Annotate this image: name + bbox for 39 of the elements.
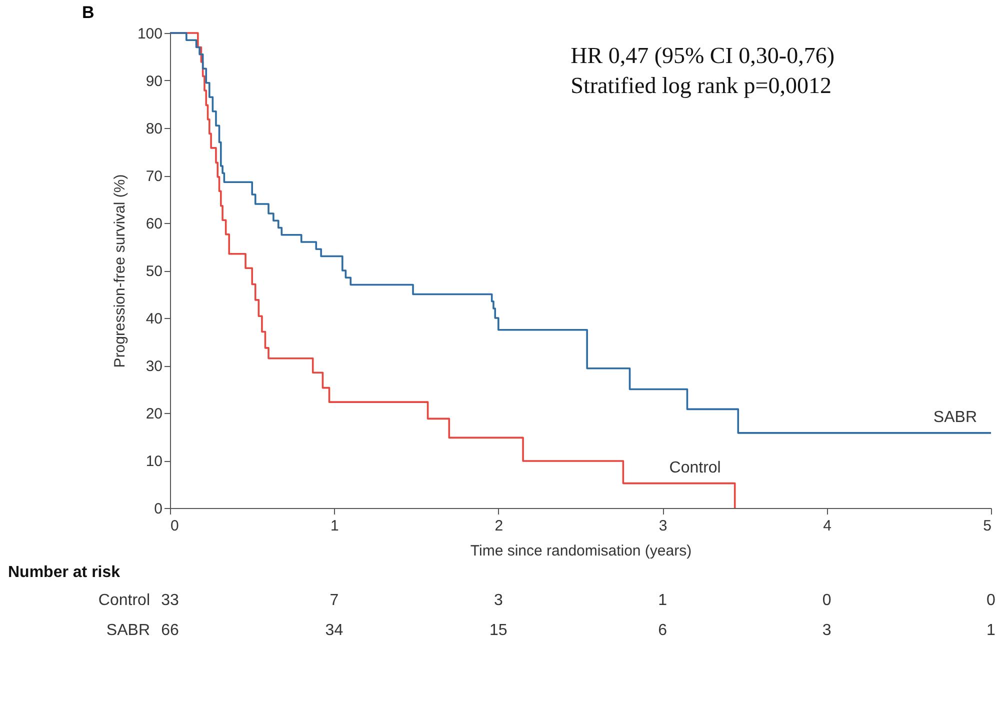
y-axis-title: Progression-free survival (%) — [111, 174, 128, 368]
y-tick-label: 30 — [146, 358, 162, 375]
text: 6 — [658, 622, 668, 639]
y-tick-label: 60 — [146, 216, 162, 232]
y-tick-label: 40 — [146, 310, 162, 328]
annotation: Stratified log rank p=0,0012 — [570, 73, 832, 98]
x-tick-label: 1 — [330, 518, 339, 534]
text: 0 — [822, 592, 832, 609]
y-tick-label: 80 — [146, 120, 162, 138]
series-label: Control — [669, 459, 721, 476]
text: 33 — [161, 592, 179, 609]
y-tick-label: 10 — [146, 453, 162, 470]
text: 3 — [822, 622, 832, 639]
y-tick-label: 20 — [146, 406, 162, 422]
x-tick-label: 4 — [823, 518, 832, 534]
text: 66 — [161, 622, 179, 639]
y-tick-label: 90 — [146, 73, 162, 90]
x-tick-label: 2 — [494, 518, 504, 534]
x-axis-title: Time since randomisation (years) — [470, 542, 692, 560]
y-tick-label: 100 — [137, 26, 162, 42]
y-tick-label: 0 — [154, 500, 162, 518]
y-tick-label: 50 — [146, 263, 162, 280]
chart-title: B — [82, 3, 94, 22]
x-tick-label: 0 — [170, 518, 179, 534]
text: Number at risk — [8, 564, 120, 581]
text: 7 — [330, 592, 339, 609]
y-tick-label: 70 — [146, 168, 162, 185]
text: 3 — [494, 592, 503, 609]
text: 0 — [986, 592, 996, 609]
x-tick-label: 5 — [983, 518, 992, 534]
x-tick-label: 3 — [658, 518, 668, 534]
annotation: HR 0,47 (95% CI 0,30-0,76) — [570, 43, 834, 68]
series-label: SABR — [933, 408, 977, 426]
text: 1 — [658, 592, 668, 609]
text: 15 — [490, 622, 508, 639]
text: 34 — [325, 622, 344, 639]
text: Control — [98, 592, 150, 609]
text: 1 — [986, 622, 996, 639]
text: SABR — [106, 622, 150, 639]
